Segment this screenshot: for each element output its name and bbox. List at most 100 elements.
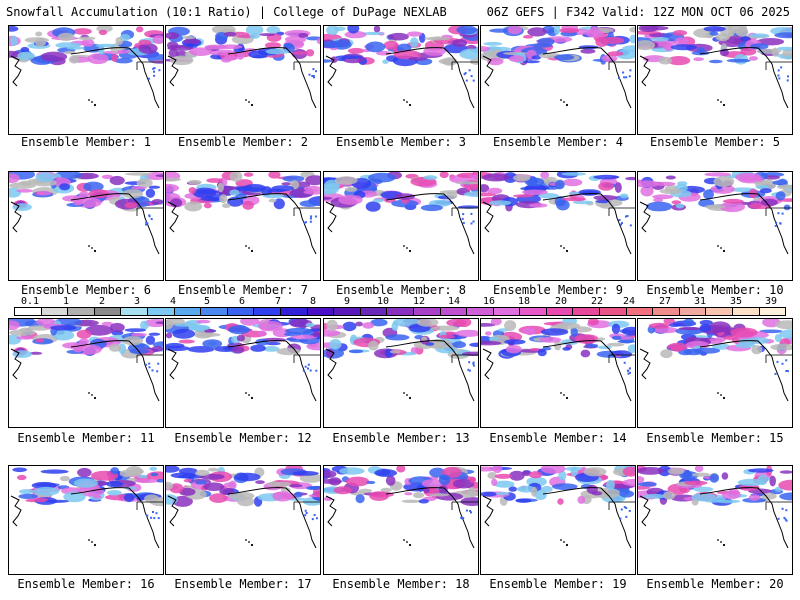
ensemble-member-map <box>480 25 636 135</box>
colorbar-swatch <box>520 308 547 315</box>
ensemble-member-map <box>165 465 321 575</box>
colorbar-tick-label: 7 <box>274 296 282 307</box>
ensemble-member-map <box>637 465 793 575</box>
colorbar-tick-label: 14 <box>447 296 461 307</box>
colorbar-swatch <box>68 308 95 315</box>
model-valid-time: 06Z GEFS | F342 Valid: 12Z MON OCT 06 20… <box>486 5 790 19</box>
colorbar-swatch <box>360 308 388 315</box>
ensemble-member-map <box>480 171 636 281</box>
colorbar-tick-label: 1 <box>62 296 70 307</box>
ensemble-member-label: Ensemble Member: 12 <box>174 431 312 445</box>
north-america-coastline-map-icon <box>324 466 478 549</box>
colorbar-swatch <box>174 308 202 315</box>
colorbar-swatch <box>254 308 281 315</box>
colorbar-swatch <box>573 308 601 315</box>
north-america-coastline-map-icon <box>639 319 792 402</box>
north-america-coastline-map-icon <box>324 319 478 402</box>
ensemble-member-label: Ensemble Member: 17 <box>174 577 312 591</box>
colorbar-tick-label: 27 <box>658 296 672 307</box>
ensemble-member-label: Ensemble Member: 14 <box>489 431 627 445</box>
ensemble-member-label: Ensemble Member: 1 <box>20 135 152 149</box>
ensemble-member-map <box>323 171 479 281</box>
ensemble-member-map <box>323 318 479 428</box>
colorbar-swatch <box>94 308 122 315</box>
north-america-coastline-map-icon <box>9 172 163 255</box>
north-america-coastline-map-icon <box>481 466 635 549</box>
snowfall-colorbar <box>14 307 786 316</box>
colorbar-tick-label: 3 <box>133 296 141 307</box>
north-america-coastline-map-icon <box>638 466 792 549</box>
ensemble-member-label: Ensemble Member: 16 <box>17 577 155 591</box>
ensemble-member-map <box>637 25 793 135</box>
colorbar-tick-label: 2 <box>98 296 106 307</box>
colorbar-tick-label: 20 <box>554 296 568 307</box>
ensemble-member-map <box>165 171 321 281</box>
ensemble-member-map <box>165 25 321 135</box>
ensemble-member-label: Ensemble Member: 2 <box>177 135 309 149</box>
ensemble-member-map <box>480 465 636 575</box>
colorbar-swatch <box>280 308 308 315</box>
ensemble-member-label: Ensemble Member: 7 <box>177 283 309 297</box>
colorbar-tick-label: 31 <box>693 296 707 307</box>
ensemble-member-map <box>8 171 164 281</box>
north-america-coastline-map-icon <box>481 319 635 402</box>
north-america-coastline-map-icon <box>324 172 478 255</box>
colorbar-tick-label: 5 <box>203 296 211 307</box>
colorbar-tick-label: 35 <box>729 296 743 307</box>
north-america-coastline-map-icon <box>10 466 163 549</box>
colorbar-swatch <box>546 308 574 315</box>
chart-title: Snowfall Accumulation (10:1 Ratio) | Col… <box>6 5 447 19</box>
north-america-coastline-map-icon <box>166 26 320 109</box>
colorbar-tick-label: 12 <box>412 296 426 307</box>
ensemble-member-map <box>637 171 793 281</box>
colorbar-tick-label: 0.1 <box>20 296 40 307</box>
ensemble-member-map <box>480 318 636 428</box>
colorbar-swatch <box>41 308 69 315</box>
ensemble-member-map <box>8 465 164 575</box>
colorbar-tick-label: 18 <box>517 296 531 307</box>
colorbar-swatch <box>15 308 42 315</box>
north-america-coastline-map-icon <box>166 466 320 549</box>
colorbar-tick-label: 22 <box>590 296 604 307</box>
ensemble-member-label: Ensemble Member: 19 <box>489 577 627 591</box>
colorbar-swatch <box>334 308 361 315</box>
colorbar-swatch <box>147 308 175 315</box>
ensemble-member-map <box>8 318 164 428</box>
north-america-coastline-map-icon <box>638 26 792 109</box>
ensemble-member-label: Ensemble Member: 8 <box>335 283 467 297</box>
colorbar-swatch <box>679 308 707 315</box>
colorbar-swatch <box>733 308 760 315</box>
colorbar-tick-label: 8 <box>309 296 317 307</box>
north-america-coastline-map-icon <box>9 26 163 109</box>
north-america-coastline-map-icon <box>166 319 320 402</box>
colorbar-swatch <box>307 308 335 315</box>
colorbar-tick-label: 10 <box>376 296 390 307</box>
ensemble-member-map <box>637 318 793 428</box>
colorbar-swatch <box>121 308 148 315</box>
colorbar-swatch <box>653 308 680 315</box>
ensemble-member-label: Ensemble Member: 6 <box>20 283 152 297</box>
colorbar-swatch <box>440 308 468 315</box>
colorbar-swatch <box>493 308 521 315</box>
colorbar-tick-label: 4 <box>169 296 177 307</box>
colorbar-swatch <box>467 308 494 315</box>
colorbar-swatch <box>706 308 734 315</box>
ensemble-member-label: Ensemble Member: 20 <box>646 577 784 591</box>
north-america-coastline-map-icon <box>638 172 792 255</box>
ensemble-member-map <box>323 465 479 575</box>
ensemble-member-label: Ensemble Member: 9 <box>492 283 624 297</box>
colorbar-swatch <box>759 308 786 315</box>
ensemble-member-label: Ensemble Member: 4 <box>492 135 624 149</box>
ensemble-member-label: Ensemble Member: 3 <box>335 135 467 149</box>
ensemble-member-label: Ensemble Member: 10 <box>646 283 784 297</box>
north-america-coastline-map-icon <box>481 26 635 109</box>
colorbar-tick-label: 39 <box>764 296 778 307</box>
north-america-coastline-map-icon <box>166 172 320 255</box>
north-america-coastline-map-icon <box>324 26 478 109</box>
ensemble-member-label: Ensemble Member: 13 <box>332 431 470 445</box>
colorbar-swatch <box>387 308 414 315</box>
colorbar-swatch <box>201 308 228 315</box>
ensemble-member-map <box>8 25 164 135</box>
ensemble-member-label: Ensemble Member: 5 <box>649 135 781 149</box>
colorbar-swatch <box>413 308 441 315</box>
